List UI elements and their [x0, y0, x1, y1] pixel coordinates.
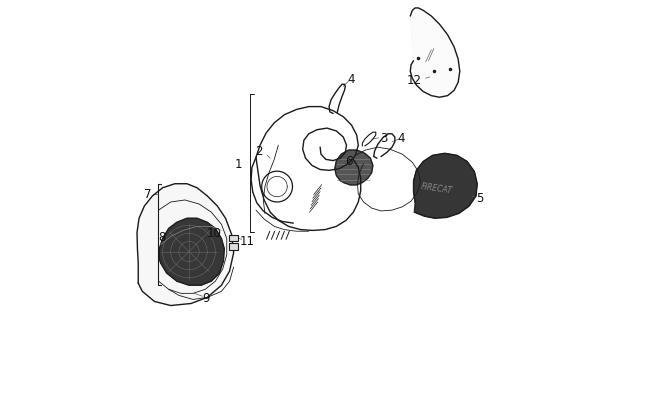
Polygon shape: [137, 184, 233, 306]
FancyBboxPatch shape: [229, 243, 238, 250]
Text: 4: 4: [348, 72, 355, 85]
Text: 5: 5: [476, 192, 484, 205]
Text: FIRECAT: FIRECAT: [421, 182, 453, 195]
Text: 1: 1: [234, 158, 242, 171]
Text: 12: 12: [407, 74, 422, 87]
Text: 4: 4: [398, 132, 405, 145]
Polygon shape: [159, 219, 224, 286]
Text: 3: 3: [380, 131, 387, 144]
Text: 2: 2: [255, 144, 263, 157]
Text: 9: 9: [203, 291, 210, 304]
Text: 6: 6: [344, 155, 352, 168]
Text: 10: 10: [207, 226, 222, 239]
Polygon shape: [413, 154, 477, 219]
Polygon shape: [410, 9, 460, 98]
Text: 7: 7: [144, 188, 151, 201]
Text: 11: 11: [240, 234, 255, 247]
Polygon shape: [335, 151, 373, 185]
Text: 8: 8: [159, 230, 166, 243]
FancyBboxPatch shape: [229, 235, 238, 242]
